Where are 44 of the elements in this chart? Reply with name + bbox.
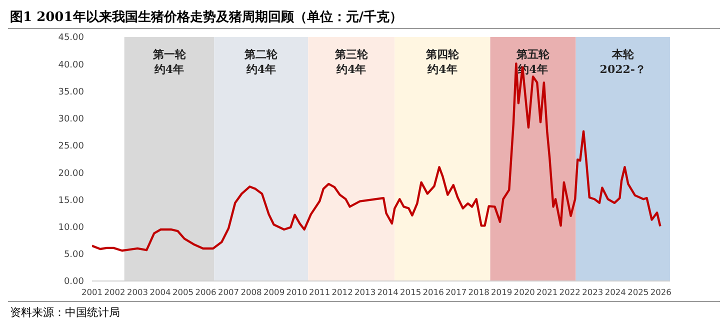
x-tick-label: 2009 <box>263 286 285 297</box>
y-tick-label: 35.00 <box>58 87 84 98</box>
x-tick-label: 2002 <box>104 286 126 297</box>
x-tick-label: 2019 <box>491 286 512 297</box>
x-tick-label: 2010 <box>286 286 308 297</box>
y-tick-label: 10.00 <box>58 222 84 233</box>
x-tick-label: 2005 <box>172 286 194 297</box>
y-tick-label: 0.00 <box>64 277 84 288</box>
x-tick-label: 2025 <box>628 286 649 297</box>
x-tick-label: 2003 <box>126 286 148 297</box>
band-label: 第二轮约4年 <box>244 47 279 77</box>
x-tick-label: 2011 <box>308 286 330 297</box>
x-tick-label: 2013 <box>354 286 376 297</box>
line-series <box>92 62 662 252</box>
x-tick-label: 2021 <box>536 286 558 297</box>
x-tick-label: 2016 <box>422 286 444 297</box>
x-tick-label: 2001 <box>81 286 103 297</box>
y-tick-label: 45.00 <box>58 33 84 44</box>
x-tick-label: 2007 <box>218 286 240 297</box>
x-tick-label: 2026 <box>650 286 672 297</box>
band-label: 本轮 2022-？ <box>600 47 646 77</box>
y-tick-label: 20.00 <box>58 168 84 179</box>
x-tick-label: 2022 <box>559 286 580 297</box>
x-tick-label: 2015 <box>400 286 422 297</box>
x-tick-label: 2018 <box>468 286 490 297</box>
x-tick-label: 2004 <box>150 286 171 297</box>
band-label: 第三轮约4年 <box>334 47 369 77</box>
x-tick-label: 2008 <box>240 286 262 297</box>
x-tick-label: 2014 <box>377 286 398 297</box>
x-tick-label: 2020 <box>514 286 535 297</box>
text: 资料来源：中国统计局 <box>10 305 121 320</box>
x-tick-label: 2023 <box>582 286 604 297</box>
y-tick-label: 30.00 <box>58 114 84 125</box>
x-tick-label: 2012 <box>332 286 353 297</box>
x-tick-label: 2006 <box>195 286 216 297</box>
y-tick-label: 15.00 <box>58 196 84 206</box>
y-tick-label: 40.00 <box>58 60 84 70</box>
chart-title: 图1 2001年以来我国生猪价格走势及猪周期回顾（单位：元/千克） <box>8 8 720 29</box>
band-label: 第一轮约4年 <box>152 47 187 77</box>
y-tick-label: 5.00 <box>64 250 84 260</box>
x-tick-label: 2017 <box>446 286 467 297</box>
x-tick-label: 2024 <box>604 286 626 297</box>
y-tick-label: 25.00 <box>58 142 84 152</box>
band-label: 第四轮约4年 <box>424 47 460 77</box>
